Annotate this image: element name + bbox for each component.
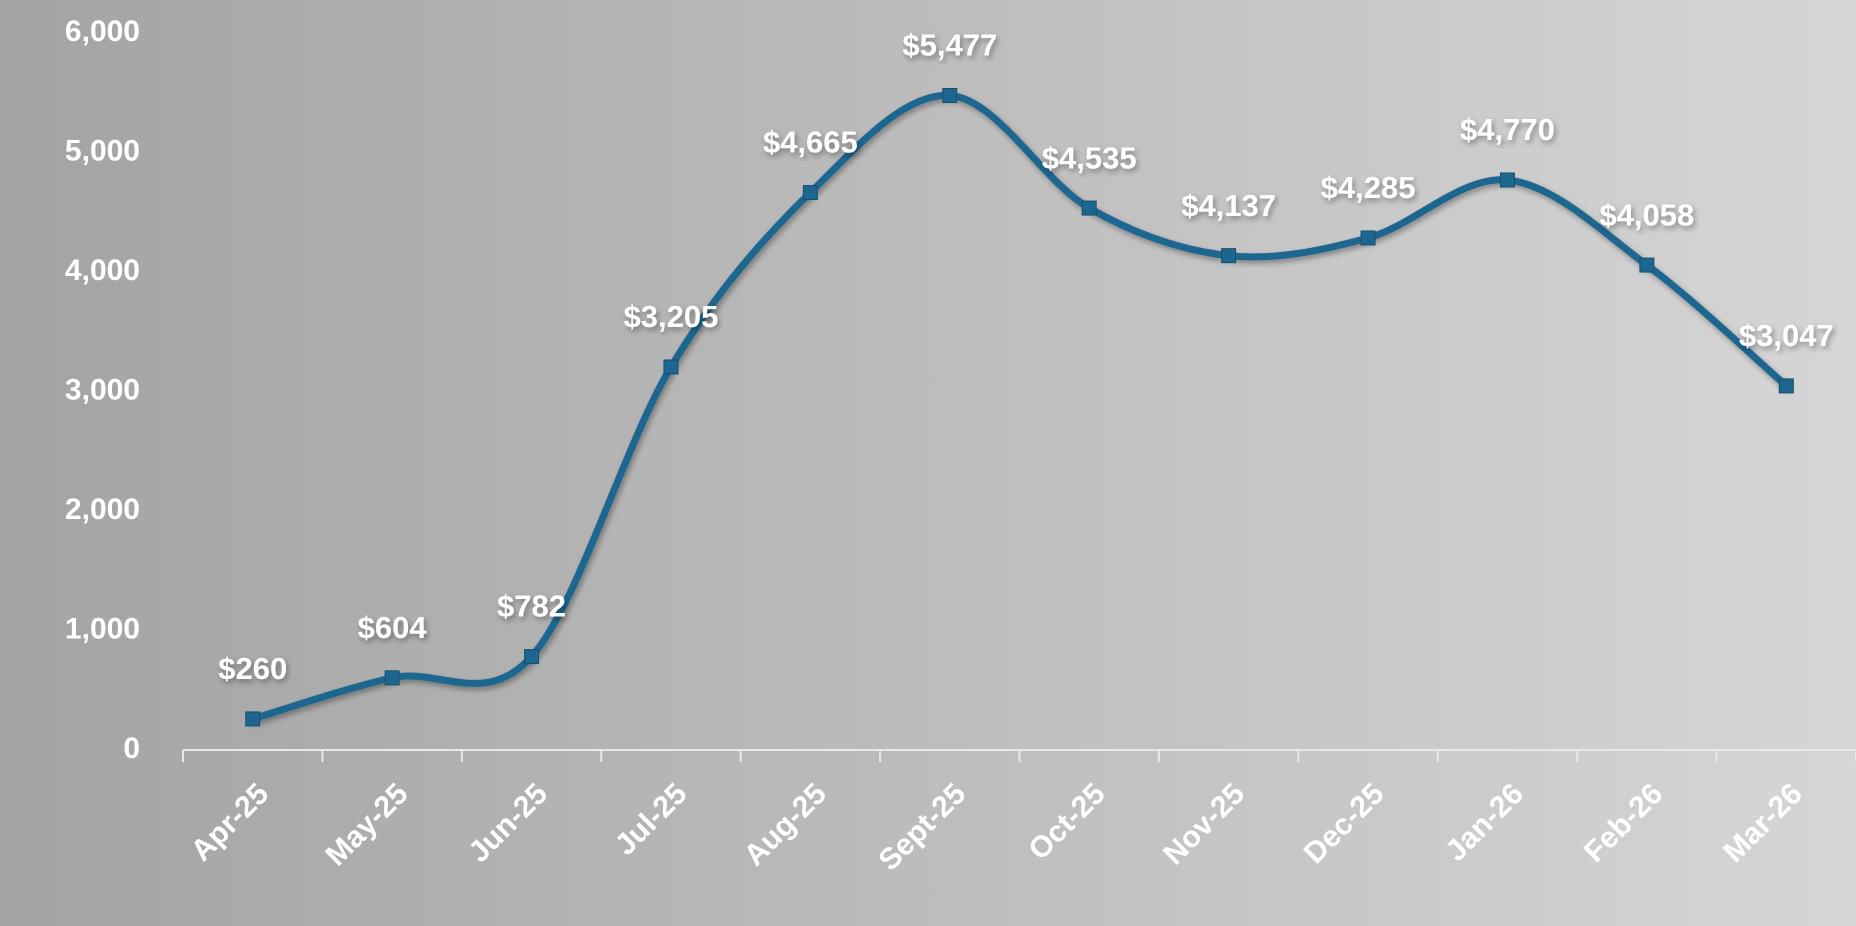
data-label: $3,205 — [624, 299, 719, 334]
data-label: $4,285 — [1321, 170, 1416, 205]
point-marker — [524, 649, 540, 665]
y-tick-label: 6,000 — [65, 15, 140, 48]
y-tick-label: 1,000 — [65, 612, 140, 645]
data-label: $4,535 — [1042, 140, 1137, 175]
point-marker — [942, 87, 958, 103]
point-marker — [1360, 230, 1376, 246]
y-tick-label: 2,000 — [65, 493, 140, 526]
point-marker — [1499, 172, 1515, 188]
y-tick-label: 3,000 — [65, 373, 140, 406]
point-marker — [245, 711, 261, 727]
point-marker — [1081, 200, 1097, 216]
point-marker — [802, 185, 818, 201]
data-label: $604 — [358, 610, 428, 645]
y-tick-label: 0 — [123, 732, 140, 765]
data-label: $4,770 — [1460, 112, 1555, 147]
data-label: $4,665 — [763, 125, 858, 160]
point-marker — [1221, 248, 1237, 264]
y-tick-label: 5,000 — [65, 134, 140, 167]
point-marker — [1639, 257, 1655, 273]
data-label: $3,047 — [1739, 318, 1834, 353]
data-label: $4,137 — [1181, 188, 1276, 223]
data-label: $782 — [497, 589, 566, 624]
point-marker — [384, 670, 400, 686]
y-tick-label: 4,000 — [65, 254, 140, 287]
point-marker — [1778, 378, 1794, 394]
point-marker — [663, 359, 679, 375]
data-label: $260 — [218, 651, 287, 686]
data-label: $5,477 — [902, 28, 997, 63]
data-label: $4,058 — [1599, 197, 1694, 232]
